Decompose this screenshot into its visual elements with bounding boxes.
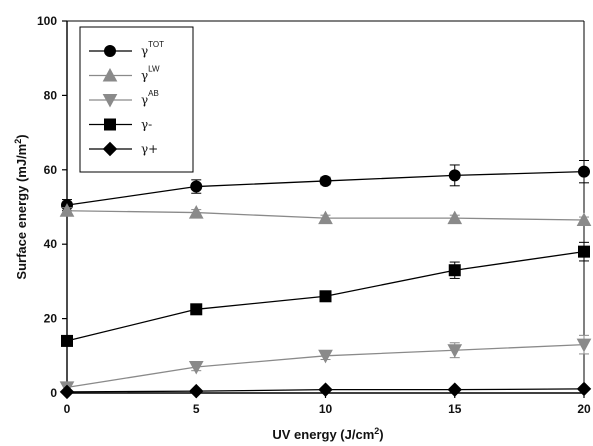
- legend-label: γ-: [141, 118, 152, 132]
- y-tick-label: 60: [44, 163, 58, 177]
- series-4: [59, 381, 592, 400]
- data-point: [189, 383, 204, 399]
- data-point: [190, 303, 203, 316]
- x-tick-label: 20: [577, 402, 591, 416]
- data-point: [448, 169, 461, 182]
- legend-item: γ+: [89, 141, 158, 157]
- legend-label: γLW: [141, 65, 160, 83]
- data-point: [318, 382, 333, 397]
- data-point: [190, 180, 203, 193]
- legend-marker: [102, 94, 118, 108]
- data-point: [319, 174, 332, 187]
- data-point: [576, 338, 592, 353]
- legend-label: γ+: [141, 142, 158, 156]
- data-point: [319, 290, 332, 303]
- legend-label: γTOT: [141, 40, 164, 58]
- legend-label: γAB: [141, 89, 159, 107]
- x-axis-title: UV energy (J/cm2): [272, 426, 383, 442]
- data-point: [447, 210, 463, 225]
- y-axis-title: Surface energy (mJ/m2): [13, 134, 29, 279]
- data-point: [188, 205, 204, 219]
- series-3: [61, 241, 590, 347]
- data-point: [576, 212, 592, 227]
- data-point: [59, 203, 75, 217]
- data-point: [61, 334, 73, 347]
- data-point: [447, 382, 462, 397]
- series-1: [59, 203, 592, 227]
- data-point: [576, 381, 592, 397]
- data-point: [448, 264, 461, 277]
- x-tick-label: 0: [64, 402, 71, 416]
- y-axis-ticks: 0 20 40 60 80 100: [37, 14, 67, 400]
- legend: γTOT γLW γAB γ-γ+: [79, 26, 194, 173]
- data-point: [318, 349, 333, 364]
- data-point: [318, 210, 333, 225]
- y-tick-label: 0: [50, 386, 57, 400]
- data-point: [578, 245, 590, 258]
- legend-item: γAB: [89, 89, 159, 108]
- legend-item: γ-: [89, 118, 152, 132]
- x-tick-label: 15: [448, 402, 462, 416]
- legend-item: γTOT: [89, 40, 164, 58]
- x-tick-label: 10: [319, 402, 333, 416]
- y-tick-label: 80: [44, 88, 58, 102]
- y-tick-label: 40: [44, 237, 58, 251]
- series-layer: [59, 160, 592, 400]
- legend-marker: [104, 118, 116, 131]
- y-tick-label: 100: [37, 14, 57, 28]
- legend-item: γLW: [89, 65, 160, 83]
- data-point: [578, 165, 590, 178]
- data-point: [447, 344, 463, 358]
- legend-marker: [104, 45, 116, 57]
- x-tick-label: 5: [193, 402, 200, 416]
- data-point: [59, 384, 75, 400]
- data-point: [188, 360, 204, 375]
- legend-marker: [102, 67, 118, 82]
- y-tick-label: 20: [44, 312, 58, 326]
- legend-marker: [102, 141, 118, 157]
- series-2: [59, 334, 592, 395]
- x-axis-ticks: 0 5 10 15 20: [64, 393, 591, 416]
